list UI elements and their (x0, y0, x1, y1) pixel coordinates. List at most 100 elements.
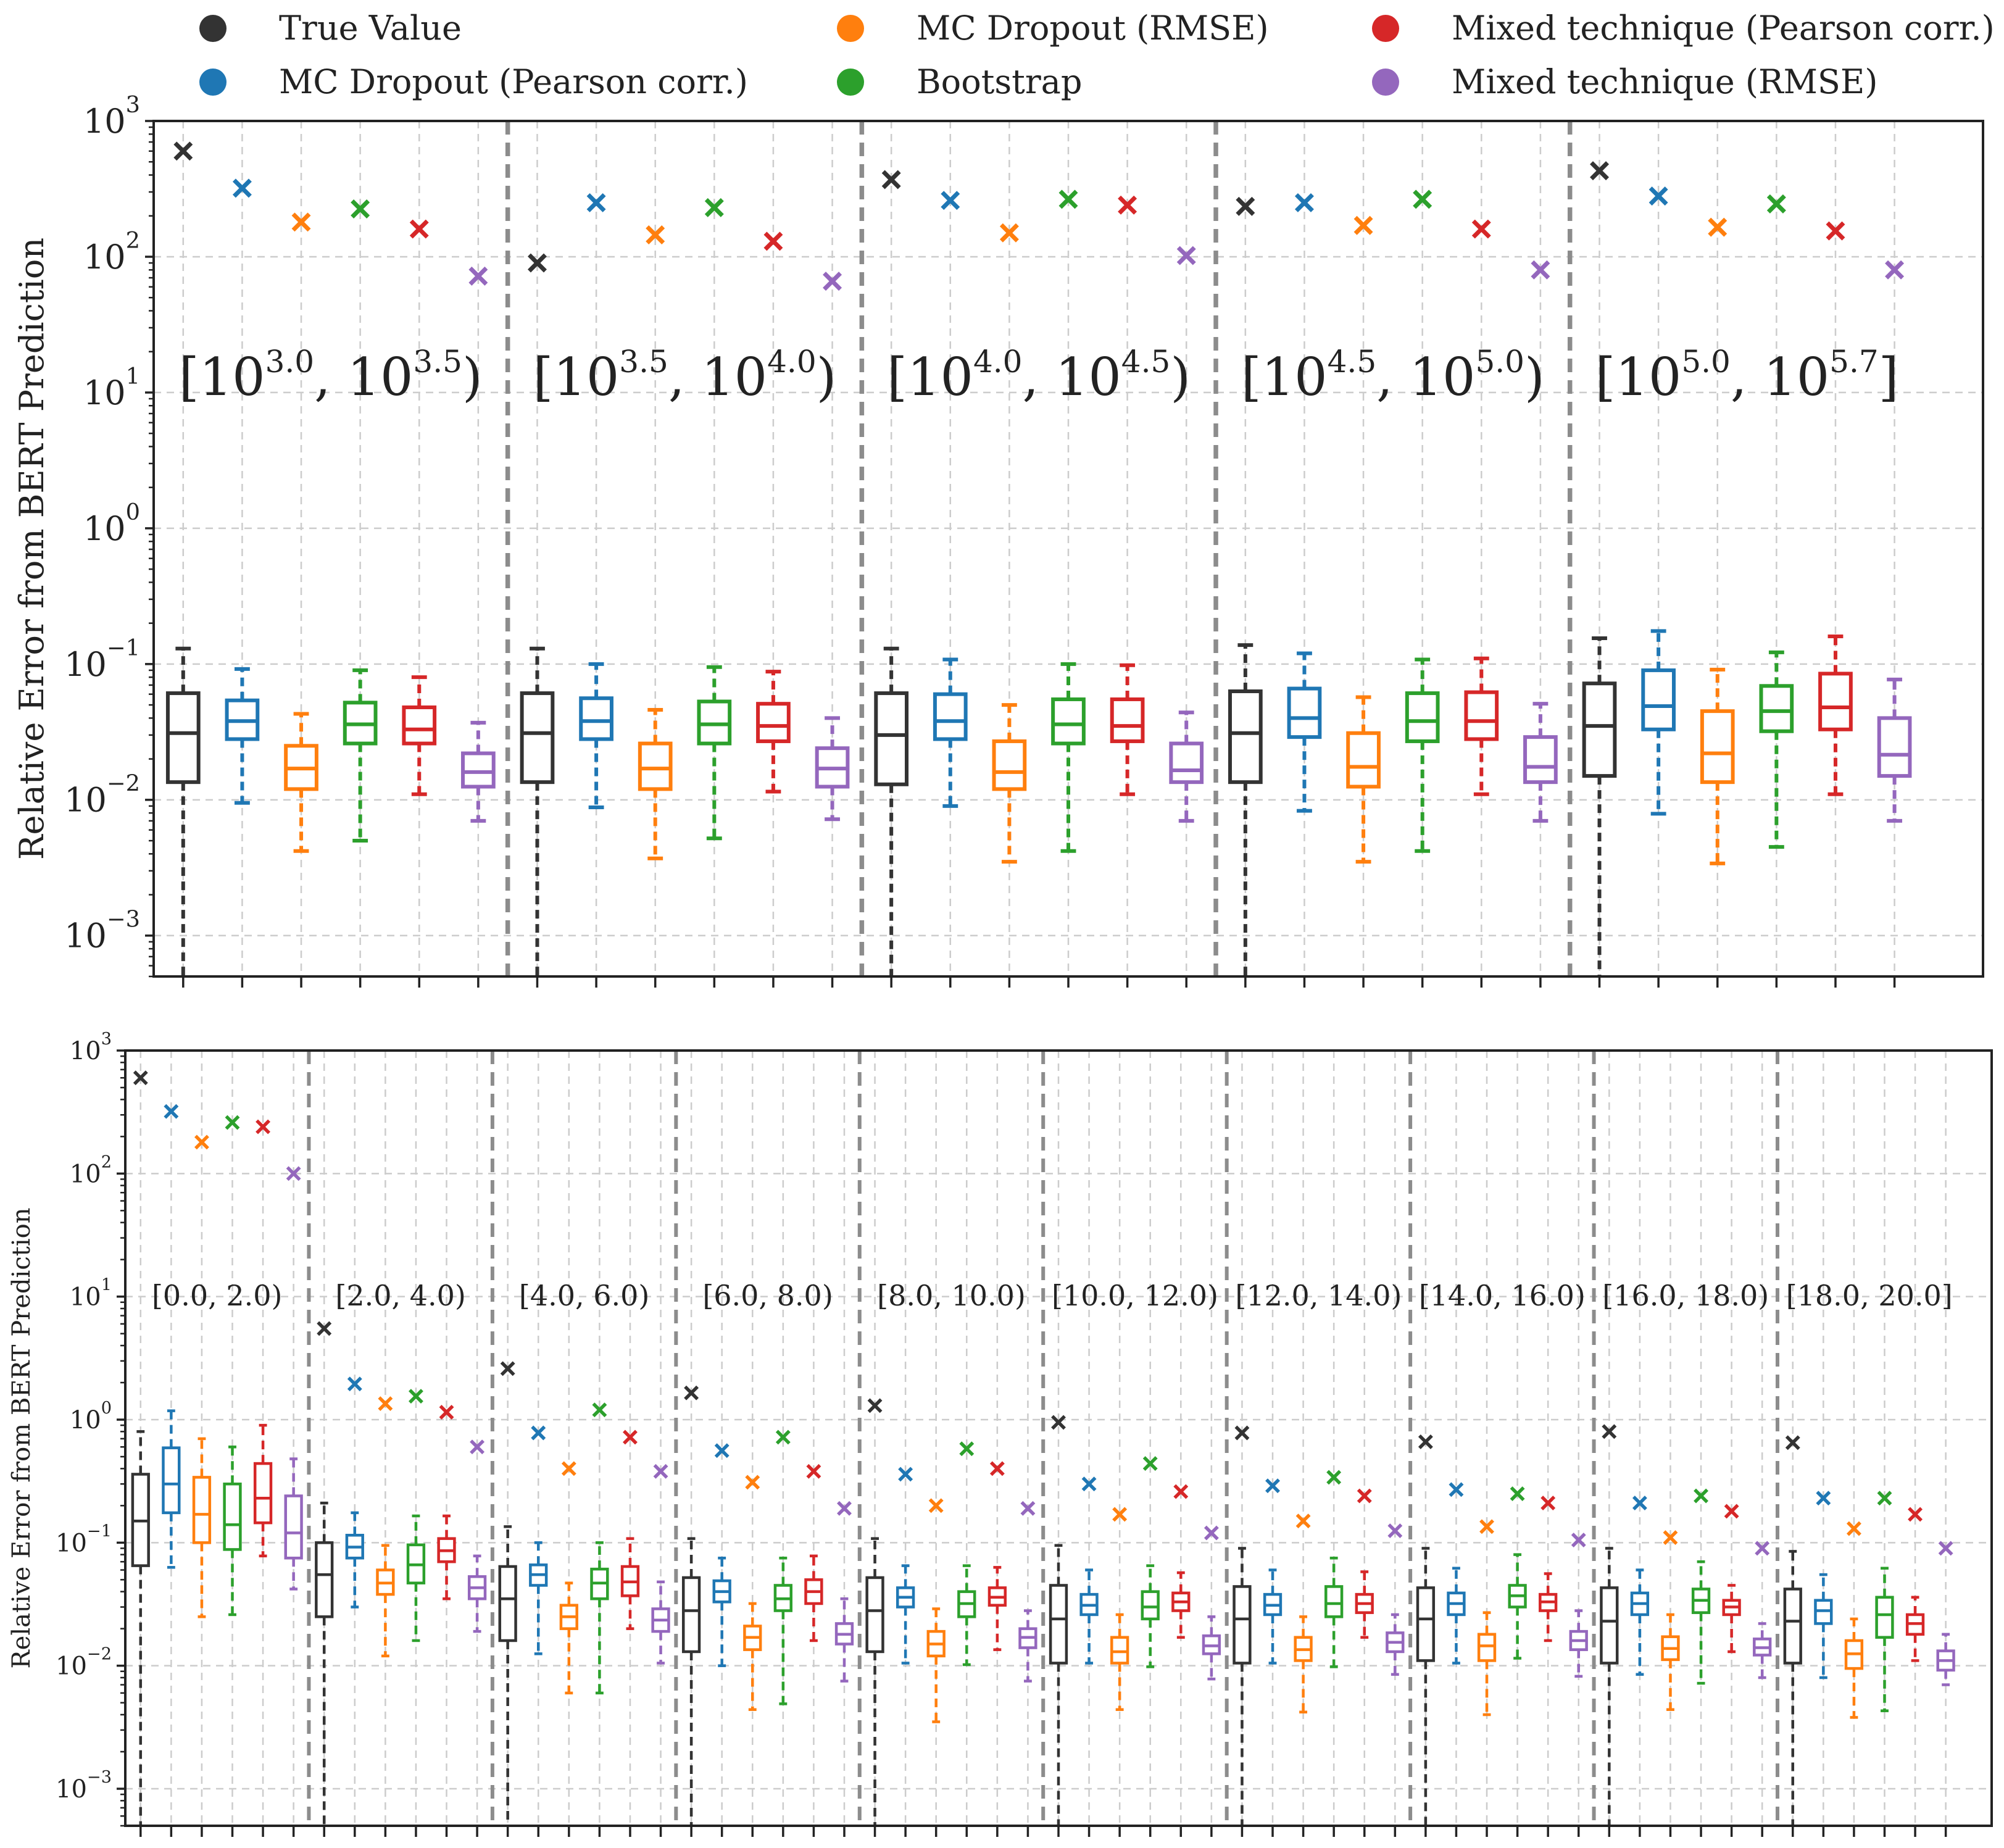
group-label: [0.0, 2.0) (152, 1279, 282, 1312)
box-true-value (1049, 1415, 1068, 1826)
max-marker-mc-dropout-pearson-corr (1265, 1478, 1280, 1494)
group-label: [103.0, 103.5) (179, 344, 483, 408)
box-mixed-technique-pearson-corr (987, 1461, 1007, 1651)
legend-marker-mc-dropout-rmse (837, 15, 864, 42)
y-tick-label: 103 (83, 91, 140, 141)
group-label: [10.0, 12.0) (1052, 1279, 1218, 1312)
max-marker-mc-dropout-pearson-corr (1449, 1482, 1464, 1497)
max-marker-mc-dropout-pearson-corr (941, 191, 960, 210)
max-marker-mc-dropout-rmse (1295, 1513, 1311, 1529)
max-marker-mc-dropout-rmse (1663, 1530, 1678, 1546)
max-marker-true-value (867, 1398, 883, 1413)
max-marker-bootstrap (1766, 194, 1786, 214)
box-iqr (1049, 1584, 1068, 1665)
y-tick-label: 101 (83, 363, 140, 412)
box-iqr (162, 1446, 181, 1515)
max-marker-bootstrap (351, 199, 370, 219)
box-bootstrap (343, 199, 378, 843)
box-iqr (461, 751, 496, 789)
box-mc-dropout-pearson-corr (579, 193, 613, 810)
box-iqr (933, 692, 968, 741)
box-iqr (1600, 1586, 1619, 1665)
box-iqr (1641, 668, 1676, 731)
max-marker-mixed-technique-pearson-corr (1540, 1496, 1556, 1511)
y-tick-label: 10−2 (64, 770, 140, 819)
max-marker-mixed-technique-rmse (1020, 1500, 1036, 1516)
box-mixed-technique-pearson-corr (1110, 195, 1145, 796)
box-iqr (874, 691, 909, 786)
group-label: [104.5, 105.0) (1241, 344, 1545, 408)
group-label: [4.0, 6.0) (519, 1279, 649, 1312)
max-marker-true-value (1602, 1424, 1617, 1439)
max-marker-bootstrap (592, 1402, 607, 1418)
x-axis (139, 1826, 1947, 1837)
box-mixed-technique-rmse (651, 1463, 670, 1665)
max-marker-true-value (133, 1070, 148, 1086)
box-iqr (1324, 1585, 1344, 1618)
box-true-value (498, 1361, 517, 1826)
max-marker-mc-dropout-pearson-corr (1081, 1476, 1097, 1492)
box-mixed-technique-pearson-corr (1355, 1488, 1374, 1639)
box-mixed-technique-pearson-corr (1539, 1496, 1558, 1642)
box-bootstrap (1759, 194, 1794, 849)
box-iqr (1464, 690, 1499, 741)
y-tick-label: 101 (70, 1275, 112, 1311)
legend-label-mc-dropout-pearson-corr: MC Dropout (Pearson corr.) (279, 62, 748, 101)
box-iqr (579, 696, 613, 741)
box-mc-dropout-rmse (1700, 217, 1735, 865)
box-iqr (165, 691, 201, 785)
max-marker-mc-dropout-rmse (999, 223, 1019, 243)
box-iqr (1110, 697, 1145, 743)
max-marker-mc-dropout-rmse (745, 1475, 760, 1490)
box-true-value (315, 1321, 334, 1826)
max-marker-mixed-technique-rmse (1571, 1533, 1586, 1548)
group-label: [105.0, 105.7] (1595, 344, 1899, 408)
max-marker-mc-dropout-pearson-corr (347, 1376, 362, 1392)
box-iqr (1582, 681, 1617, 778)
box-iqr (520, 691, 555, 785)
box-mc-dropout-pearson-corr (162, 1104, 181, 1569)
max-marker-mc-dropout-rmse (646, 225, 665, 244)
max-marker-mixed-technique-rmse (823, 272, 842, 291)
box-iqr (1759, 684, 1794, 733)
box-mc-dropout-rmse (743, 1475, 762, 1711)
max-marker-mixed-technique-pearson-corr (989, 1461, 1005, 1476)
max-marker-mixed-technique-rmse (468, 266, 488, 286)
max-marker-true-value (500, 1361, 515, 1376)
plot-area (154, 121, 1983, 976)
box-bootstrap (590, 1402, 609, 1695)
max-marker-mixed-technique-rmse (286, 1166, 301, 1181)
box-bootstrap (223, 1115, 242, 1617)
max-marker-true-value (1051, 1415, 1066, 1430)
max-marker-mixed-technique-pearson-corr (1471, 219, 1491, 239)
max-marker-bootstrap (1694, 1488, 1708, 1504)
y-tick-label: 10−3 (56, 1768, 112, 1804)
max-marker-mixed-technique-pearson-corr (1826, 221, 1845, 241)
max-marker-true-value (173, 141, 193, 161)
max-marker-mixed-technique-rmse (1387, 1523, 1403, 1538)
box-bootstrap (1691, 1488, 1711, 1685)
max-marker-true-value (684, 1385, 699, 1401)
box-mixed-technique-rmse (1877, 260, 1912, 823)
max-marker-mixed-technique-pearson-corr (763, 231, 783, 251)
y-tick-label: 103 (70, 1030, 112, 1065)
box-bootstrap (1051, 189, 1086, 853)
max-marker-true-value (1590, 161, 1609, 181)
max-marker-true-value (528, 253, 547, 273)
box-mixed-technique-rmse (1386, 1523, 1405, 1676)
box-mixed-technique-rmse (1569, 1533, 1588, 1678)
box-mixed-technique-rmse (1169, 246, 1204, 823)
max-marker-mixed-technique-pearson-corr (806, 1463, 821, 1479)
box-iqr (756, 702, 791, 743)
max-marker-mixed-technique-rmse (470, 1439, 485, 1455)
box-mc-dropout-pearson-corr (933, 191, 968, 808)
box-true-value (131, 1070, 150, 1826)
box-mc-dropout-rmse (192, 1134, 212, 1618)
y-tick-label: 10−1 (64, 634, 140, 683)
box-mixed-technique-pearson-corr (1171, 1484, 1191, 1639)
group-label: [2.0, 4.0) (335, 1279, 465, 1312)
box-true-value (1416, 1434, 1436, 1826)
box-iqr (1169, 741, 1204, 785)
box-mc-dropout-rmse (559, 1461, 578, 1695)
y-tick-label: 10−2 (56, 1644, 112, 1680)
